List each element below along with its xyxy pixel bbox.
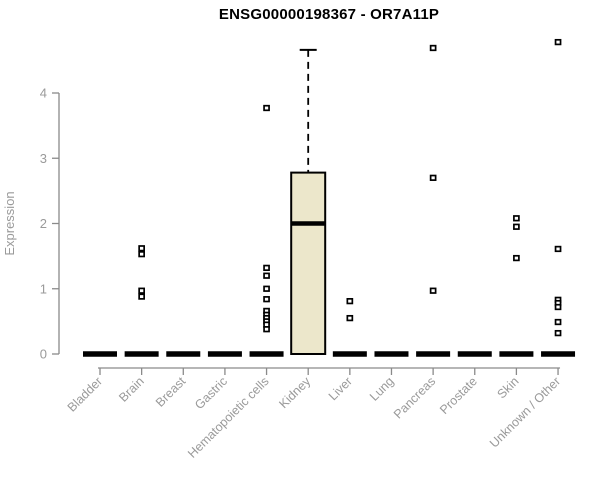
collapsed-box-liver bbox=[332, 351, 367, 357]
outlier-point bbox=[554, 38, 562, 46]
x-tick-label: Lung bbox=[367, 374, 397, 404]
outlier-point bbox=[429, 44, 437, 52]
outlier-point bbox=[554, 329, 562, 337]
x-tick-label: Brain bbox=[116, 374, 147, 405]
x-tick-label: Breast bbox=[153, 374, 189, 410]
outlier-point bbox=[138, 293, 145, 300]
collapsed-box-pancreas bbox=[416, 351, 451, 357]
x-tick-label: Skin bbox=[494, 374, 521, 401]
outlier-point bbox=[138, 251, 145, 258]
collapsed-box-gastric bbox=[207, 351, 242, 357]
x-tick-label: Kidney bbox=[276, 374, 313, 411]
y-axis-title: Expression bbox=[2, 191, 17, 255]
outlier-point bbox=[263, 285, 270, 292]
outlier-point bbox=[554, 303, 562, 311]
x-tick-label: Prostate bbox=[437, 374, 480, 417]
collapsed-box-brain bbox=[124, 351, 159, 357]
collapsed-box-lung bbox=[374, 351, 409, 357]
outlier-point bbox=[429, 287, 437, 294]
outlier-point bbox=[263, 296, 270, 303]
x-tick-label: Pancreas bbox=[391, 374, 438, 421]
y-tick-label: 2 bbox=[40, 216, 47, 231]
x-tick-label: Gastric bbox=[192, 374, 230, 412]
chart-title: ENSG00000198367 - OR7A11P bbox=[218, 6, 440, 23]
outlier-point bbox=[263, 272, 270, 279]
outlier-point bbox=[346, 297, 354, 305]
y-tick-label: 1 bbox=[40, 281, 47, 296]
x-tick-label: Bladder bbox=[65, 374, 105, 414]
outlier-point bbox=[263, 326, 270, 333]
collapsed-box-skin bbox=[499, 351, 534, 357]
outlier-point bbox=[554, 318, 562, 326]
collapsed-box-breast bbox=[166, 351, 201, 357]
y-tick-label: 3 bbox=[40, 151, 47, 166]
outlier-point bbox=[513, 254, 520, 262]
outlier-point bbox=[554, 245, 562, 253]
outlier-point bbox=[346, 314, 354, 322]
y-tick-label: 4 bbox=[40, 86, 47, 101]
collapsed-box-bladder bbox=[83, 351, 117, 357]
y-tick-label: 0 bbox=[40, 347, 47, 362]
outlier-point bbox=[263, 264, 270, 272]
outlier-point bbox=[513, 215, 520, 222]
collapsed-box-prostate bbox=[457, 351, 492, 357]
box-kidney bbox=[290, 171, 327, 355]
collapsed-box-unknown-other bbox=[541, 351, 576, 357]
x-tick-label: Unknown / Other bbox=[487, 374, 563, 450]
x-tick-label: Hematopoietic cells bbox=[185, 374, 272, 461]
outlier-point bbox=[513, 223, 520, 230]
outlier-point bbox=[429, 174, 437, 181]
outlier-point bbox=[138, 287, 145, 294]
outlier-point bbox=[138, 245, 145, 252]
collapsed-box-hematopoietic-cells bbox=[249, 351, 284, 357]
x-tick-label: Liver bbox=[326, 374, 355, 403]
outlier-point bbox=[263, 104, 270, 112]
